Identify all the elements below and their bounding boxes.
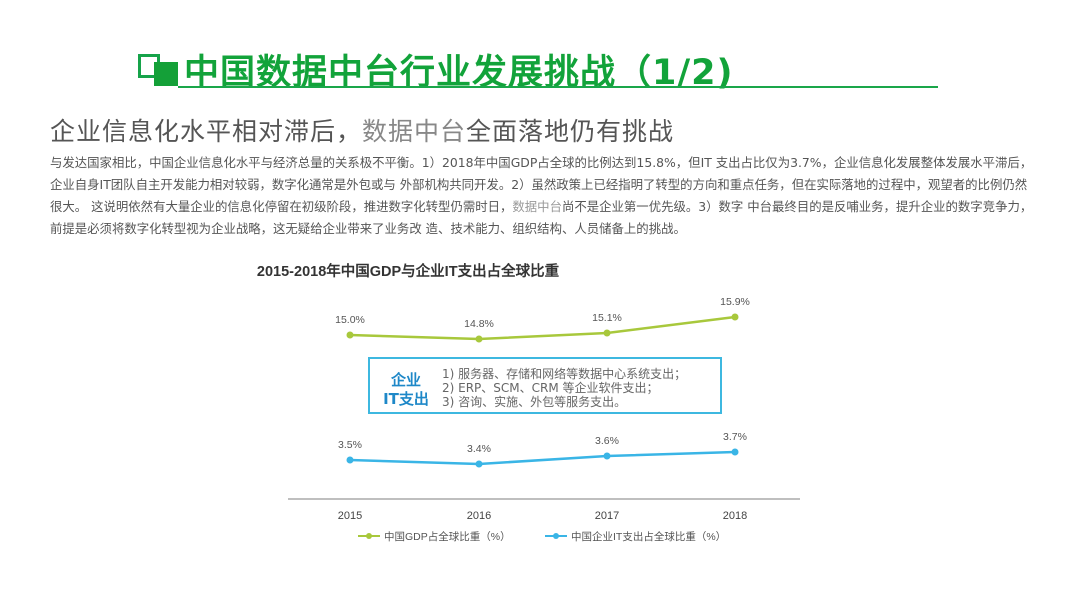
body-paragraph: 与发达国家相比，中国企业信息化水平与经济总量的关系极不平衡。1）2018年中国G… [50,152,1034,240]
data-label-s1-2018: 15.9% [720,296,750,308]
info-box-items: 1) 服务器、存储和网络等数据中心系统支出； 2) ERP、SCM、CRM 等企… [442,367,686,409]
subtitle-rest: 全面落地仍有挑战 [466,117,675,146]
paragraph-part2: 尚不是企业第一优先级。3）数字 中台最终目的是反哺业务，提升企业的数字竞争力，前… [50,199,1033,236]
series-line-2 [349,450,736,466]
info-box-label-line1: 企业 [390,371,421,389]
data-label-s1-2017: 15.1% [592,312,622,324]
data-label-s2-2015: 3.5% [338,439,362,451]
info-box-item-1: 1) 服务器、存储和网络等数据中心系统支出； [442,367,687,381]
subtitle-highlight: 数据中台 [362,117,467,146]
subtitle-main: 企业信息化水平相对滞后， [50,117,363,146]
paragraph-highlight: 数据中台 [512,199,562,214]
info-box-label-line2: IT支出 [383,390,429,408]
info-box-label: 企业 IT支出 [380,371,432,409]
paragraph-part1: 与发达国家相比，中国企业信息化水平与经济总量的关系极不平衡。1）2018年中国G… [50,155,1033,214]
data-point-s2-2016 [475,460,483,468]
x-tick-label-2016: 2016 [467,510,491,522]
data-label-s1-2016: 14.8% [464,318,494,330]
legend-marker-1 [366,533,372,539]
series-line-1 [349,315,736,341]
data-point-s2-2015 [346,456,354,464]
data-point-s1-2015 [346,331,354,339]
data-label-s1-2015: 15.0% [335,314,365,326]
data-label-s2-2018: 3.7% [723,431,747,443]
info-box-item-3: 3) 咨询、实施、外包等服务支出。 [442,395,627,409]
chart-title: 2015-2018年中国GDP与企业IT支出占全球比重 [257,262,560,280]
x-tick-label-2018: 2018 [723,510,747,522]
data-point-s1-2016 [475,335,483,343]
title-underline [178,86,938,88]
subtitle: 企业信息化水平相对滞后，数据中台全面落地仍有挑战 [50,112,674,148]
legend-marker-2 [553,533,559,539]
data-point-s1-2017 [603,329,611,337]
x-tick-label-2015: 2015 [338,510,362,522]
legend-label-1: 中国GDP占全球比重（%） [384,530,511,543]
data-point-s1-2018 [731,313,739,321]
x-tick-label-2017: 2017 [595,510,619,522]
data-point-s2-2018 [731,448,739,456]
data-label-s2-2016: 3.4% [467,443,491,455]
info-box-item-2: 2) ERP、SCM、CRM 等企业软件支出； [442,381,659,395]
data-point-s2-2017 [603,452,611,460]
legend-label-2: 中国企业IT支出占全球比重（%） [571,530,726,543]
it-spending-info-box: 企业 IT支出 1) 服务器、存储和网络等数据中心系统支出； 2) ERP、SC… [368,357,722,414]
title-square-icon [138,50,180,86]
data-label-s2-2017: 3.6% [595,435,619,447]
